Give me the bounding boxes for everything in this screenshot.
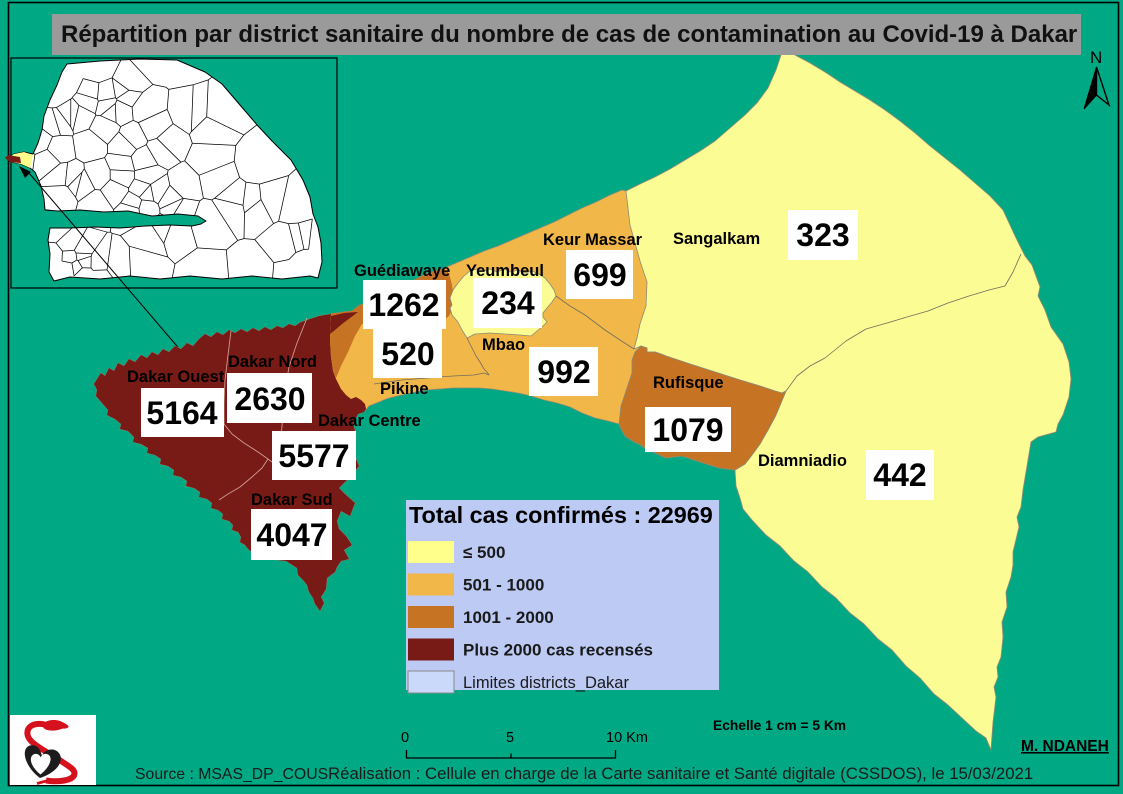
svg-text:Dakar Ouest: Dakar Ouest (127, 368, 225, 386)
svg-text:Total cas confirmés : 22969: Total cas confirmés : 22969 (409, 502, 713, 528)
svg-text:Diamniadio: Diamniadio (758, 452, 847, 470)
svg-text:Keur Massar: Keur Massar (543, 231, 643, 249)
svg-text:Réalisation : Cellule en charg: Réalisation : Cellule en charge de la Ca… (328, 764, 1033, 783)
svg-text:992: 992 (537, 354, 590, 390)
svg-text:Echelle 1 cm = 5 Km: Echelle 1 cm = 5 Km (713, 718, 846, 733)
svg-text:Répartition par district sanit: Répartition par district sanitaire du no… (61, 21, 1077, 48)
svg-text:Pikine: Pikine (380, 380, 429, 398)
svg-text:1262: 1262 (368, 287, 439, 323)
svg-text:234: 234 (481, 285, 535, 321)
svg-text:Limites districts_Dakar: Limites districts_Dakar (463, 674, 629, 692)
svg-text:520: 520 (381, 336, 434, 372)
svg-text:0: 0 (401, 730, 409, 746)
svg-text:442: 442 (873, 457, 926, 493)
svg-text:Dakar Nord: Dakar Nord (228, 353, 317, 371)
svg-text:Yeumbeul: Yeumbeul (466, 262, 544, 280)
svg-text:10 Km: 10 Km (606, 730, 648, 746)
svg-text:Dakar Sud: Dakar Sud (251, 491, 333, 509)
svg-text:Plus 2000 cas recensés: Plus 2000 cas recensés (463, 641, 653, 660)
svg-text:5577: 5577 (278, 438, 349, 474)
svg-text:323: 323 (796, 217, 849, 253)
svg-text:≤ 500: ≤ 500 (463, 543, 505, 562)
svg-text:Mbao: Mbao (482, 336, 525, 354)
svg-text:1001 - 2000: 1001 - 2000 (463, 608, 554, 627)
svg-text:5: 5 (506, 730, 514, 746)
svg-text:Dakar Centre: Dakar Centre (318, 412, 421, 430)
svg-text:Guédiawaye: Guédiawaye (354, 262, 450, 280)
svg-text:501 - 1000: 501 - 1000 (463, 576, 544, 595)
svg-text:M. NDANEH: M. NDANEH (1021, 738, 1109, 755)
svg-text:4047: 4047 (256, 517, 327, 553)
svg-text:2630: 2630 (234, 381, 305, 417)
svg-text:1079: 1079 (652, 412, 723, 448)
svg-text:Rufisque: Rufisque (653, 374, 724, 392)
svg-text:5164: 5164 (146, 395, 217, 431)
svg-text:N: N (1090, 48, 1102, 67)
svg-text:Source : MSAS_DP_COUS: Source : MSAS_DP_COUS (135, 766, 328, 783)
svg-text:Sangalkam: Sangalkam (673, 230, 760, 248)
svg-text:699: 699 (573, 257, 626, 293)
